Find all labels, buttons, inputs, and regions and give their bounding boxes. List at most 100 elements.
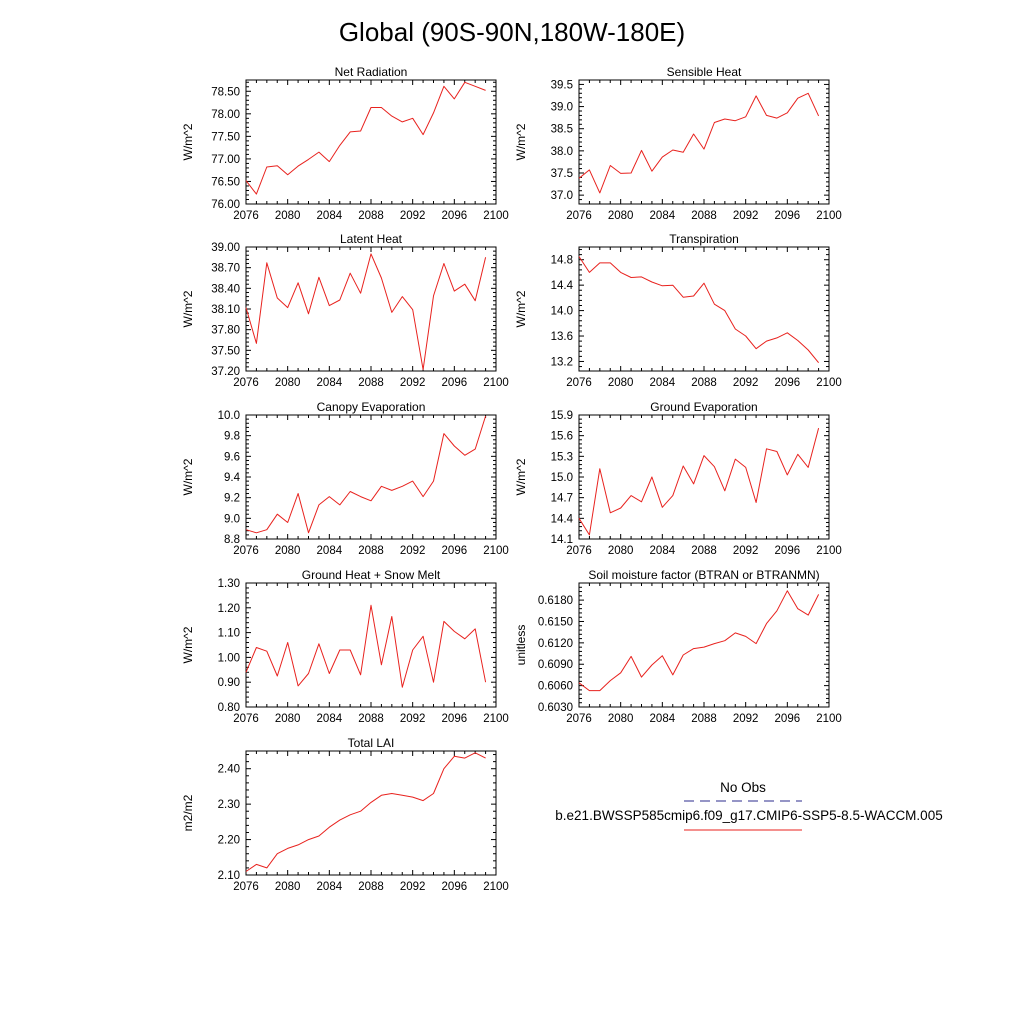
y-tick-label: 15.6 bbox=[551, 431, 573, 443]
x-tick-label: 2088 bbox=[358, 713, 384, 725]
y-tick-label: 0.6180 bbox=[538, 595, 573, 607]
series-line-net-radiation bbox=[245, 81, 486, 195]
plot-frame bbox=[578, 582, 830, 708]
y-tick-label: 38.40 bbox=[211, 283, 240, 295]
x-tick-label: 2088 bbox=[691, 377, 717, 389]
x-tick-label: 2084 bbox=[317, 210, 343, 222]
y-tick-label: 2.20 bbox=[218, 835, 240, 847]
chart-ground-evaporation: Ground Evaporation W/m^2 2076 2080 2084 2088 2… bbox=[514, 400, 842, 557]
panel-title: Net Radiation bbox=[335, 65, 408, 79]
chart-net-radiation: Net Radiation W/m^2 2076 2080 2084 2088 2092 20… bbox=[181, 65, 509, 222]
y-tick-label: 39.0 bbox=[551, 102, 573, 114]
y-tick-label: 15.9 bbox=[551, 410, 573, 422]
series-line-total-lai bbox=[245, 752, 486, 872]
chart-transpiration: Transpiration W/m^2 2076 2080 2084 2088 2092 20… bbox=[514, 232, 842, 389]
y-tick-label: 2.40 bbox=[218, 764, 240, 776]
y-tick-label: 9.0 bbox=[224, 513, 240, 525]
y-tick-label: 77.50 bbox=[211, 131, 240, 143]
y-tick-label: 37.50 bbox=[211, 345, 240, 357]
x-tick-label: 2100 bbox=[483, 713, 509, 725]
x-tick-label: 2080 bbox=[275, 545, 301, 557]
y-tick-label: 39.00 bbox=[211, 242, 240, 254]
x-tick-label: 2088 bbox=[691, 713, 717, 725]
x-tick-label: 2088 bbox=[358, 881, 384, 893]
y-axis-label: W/m^2 bbox=[514, 458, 528, 495]
y-tick-label: 76.00 bbox=[211, 199, 240, 211]
x-tick-label: 2092 bbox=[400, 713, 426, 725]
y-tick-label: 78.00 bbox=[211, 109, 240, 121]
series-line-soil-moisture-factor-btran-or-btranmn bbox=[578, 590, 820, 692]
y-tick-label: 15.0 bbox=[551, 472, 573, 484]
x-tick-label: 2076 bbox=[233, 713, 259, 725]
y-tick-label: 39.5 bbox=[551, 79, 573, 91]
x-tick-label: 2100 bbox=[483, 377, 509, 389]
x-tick-label: 2076 bbox=[566, 377, 592, 389]
y-axis-label: unitless bbox=[514, 625, 528, 666]
x-tick-label: 2080 bbox=[608, 713, 634, 725]
plot-frame bbox=[245, 79, 497, 205]
x-tick-label: 2080 bbox=[608, 377, 634, 389]
x-tick-label: 2100 bbox=[816, 545, 842, 557]
plot-frame bbox=[245, 414, 497, 540]
y-tick-label: 2.30 bbox=[218, 799, 240, 811]
y-tick-label: 38.0 bbox=[551, 146, 573, 158]
y-tick-label: 0.80 bbox=[218, 702, 240, 714]
x-tick-label: 2092 bbox=[400, 545, 426, 557]
y-tick-label: 0.6030 bbox=[538, 702, 573, 714]
x-tick-label: 2084 bbox=[650, 545, 676, 557]
y-tick-label: 0.6090 bbox=[538, 659, 573, 671]
x-tick-label: 2096 bbox=[775, 545, 801, 557]
y-axis-label: W/m^2 bbox=[514, 123, 528, 160]
panel-title: Total LAI bbox=[348, 736, 395, 750]
y-tick-label: 10.0 bbox=[218, 410, 240, 422]
y-tick-label: 14.8 bbox=[551, 255, 573, 267]
x-tick-label: 2080 bbox=[608, 210, 634, 222]
y-tick-label: 0.6120 bbox=[538, 638, 573, 650]
x-tick-label: 2092 bbox=[733, 713, 759, 725]
x-tick-label: 2084 bbox=[650, 377, 676, 389]
x-tick-label: 2080 bbox=[275, 881, 301, 893]
x-tick-label: 2088 bbox=[691, 545, 717, 557]
chart-latent-heat: Latent Heat W/m^2 2076 2080 2084 2088 2092 2096… bbox=[181, 232, 509, 389]
y-tick-label: 14.4 bbox=[551, 280, 574, 292]
x-tick-label: 2100 bbox=[816, 210, 842, 222]
series-line-transpiration bbox=[578, 256, 819, 364]
x-tick-label: 2092 bbox=[733, 545, 759, 557]
panel-title: Transpiration bbox=[669, 232, 739, 246]
chart-total-lai: Total LAI m2/m2 2076 2080 2084 2088 2092 2096 21… bbox=[181, 736, 509, 893]
y-tick-label: 76.50 bbox=[211, 176, 240, 188]
y-tick-label: 0.6150 bbox=[538, 616, 573, 628]
y-tick-label: 15.3 bbox=[551, 451, 573, 463]
y-axis-label: W/m^2 bbox=[514, 290, 528, 327]
x-tick-label: 2088 bbox=[358, 210, 384, 222]
y-tick-label: 37.80 bbox=[211, 325, 240, 337]
y-tick-label: 77.00 bbox=[211, 154, 240, 166]
x-tick-label: 2096 bbox=[442, 713, 468, 725]
y-tick-label: 1.20 bbox=[218, 603, 240, 615]
y-axis-label: W/m^2 bbox=[181, 123, 195, 160]
x-tick-label: 2084 bbox=[650, 210, 676, 222]
y-tick-label: 14.1 bbox=[551, 534, 573, 546]
y-tick-label: 2.10 bbox=[218, 870, 240, 882]
y-axis-label: m2/m2 bbox=[181, 794, 195, 831]
x-tick-label: 2076 bbox=[566, 713, 592, 725]
y-tick-label: 9.4 bbox=[224, 472, 241, 484]
x-tick-label: 2100 bbox=[816, 377, 842, 389]
x-tick-label: 2088 bbox=[691, 210, 717, 222]
x-tick-label: 2096 bbox=[775, 210, 801, 222]
x-tick-label: 2092 bbox=[733, 210, 759, 222]
x-tick-label: 2076 bbox=[566, 210, 592, 222]
panel-title: Canopy Evaporation bbox=[317, 400, 426, 414]
x-tick-label: 2080 bbox=[275, 713, 301, 725]
chart-soil-moisture-factor: Soil moisture factor (BTRAN or BTRANMN) u… bbox=[514, 568, 842, 725]
legend: No Obs b.e21.BWSSP585cmip6.f09_g17.CMIP6… bbox=[555, 780, 943, 831]
x-tick-label: 2080 bbox=[275, 377, 301, 389]
y-tick-label: 14.4 bbox=[551, 513, 574, 525]
figure-title: Global (90S-90N,180W-180E) bbox=[339, 17, 685, 47]
y-tick-label: 9.2 bbox=[224, 493, 240, 505]
panel-title: Sensible Heat bbox=[667, 65, 742, 79]
x-tick-label: 2088 bbox=[358, 545, 384, 557]
y-tick-label: 13.6 bbox=[551, 331, 573, 343]
chart-ground-heat-snow-melt: Ground Heat + Snow Melt W/m^2 2076 2080 2084… bbox=[181, 568, 509, 725]
x-tick-label: 2100 bbox=[483, 881, 509, 893]
